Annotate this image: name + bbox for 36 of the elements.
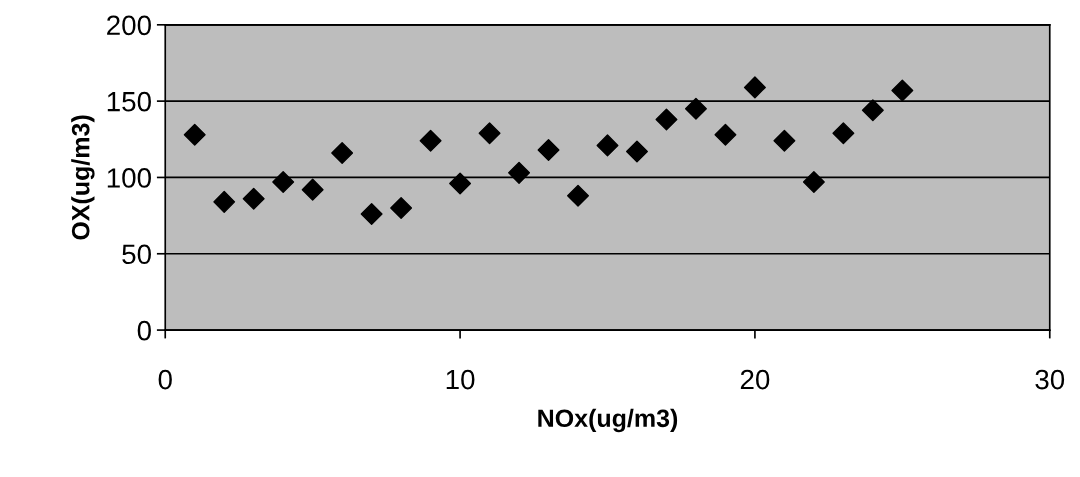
point: [183, 123, 206, 146]
point: [743, 76, 766, 99]
y-axis-title: OX(ug/m3): [71, 115, 95, 240]
point: [537, 138, 560, 161]
point: [478, 122, 501, 145]
point: [390, 196, 413, 219]
point: [213, 190, 236, 213]
x-tick-label: 0: [158, 369, 172, 390]
point: [508, 161, 531, 184]
point: [301, 178, 324, 201]
point: [684, 97, 707, 120]
point: [449, 172, 472, 195]
point: [419, 129, 442, 152]
point: [596, 134, 619, 157]
point: [331, 142, 354, 165]
x-tick-label: 10: [446, 369, 475, 390]
y-tick-label: 150: [107, 91, 151, 112]
point: [242, 187, 265, 210]
point: [714, 123, 737, 146]
y-tick-label: 50: [122, 244, 151, 265]
point: [802, 171, 825, 194]
y-tick-label: 0: [137, 320, 151, 341]
point: [773, 129, 796, 152]
point: [832, 122, 855, 145]
x-axis-title: NOx(ug/m3): [538, 408, 678, 433]
point: [360, 203, 383, 226]
point: [861, 99, 884, 122]
x-tick-label: 30: [1035, 369, 1065, 390]
point: [891, 79, 914, 102]
x-tick-label: 20: [740, 369, 770, 390]
y-tick-label: 200: [107, 15, 151, 36]
y-tick-label: 100: [107, 168, 151, 188]
point: [272, 171, 295, 194]
point: [625, 140, 648, 163]
point: [567, 184, 590, 207]
point: [655, 108, 678, 131]
